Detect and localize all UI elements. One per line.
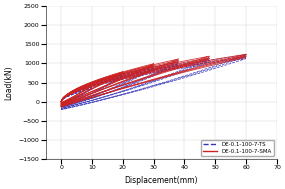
Legend: DE-0.1-100-7-TS, DE-0.1-100-7-SMA: DE-0.1-100-7-TS, DE-0.1-100-7-SMA <box>201 140 274 156</box>
X-axis label: Displacement(mm): Displacement(mm) <box>125 176 198 185</box>
Y-axis label: Load(kN): Load(kN) <box>4 65 13 100</box>
